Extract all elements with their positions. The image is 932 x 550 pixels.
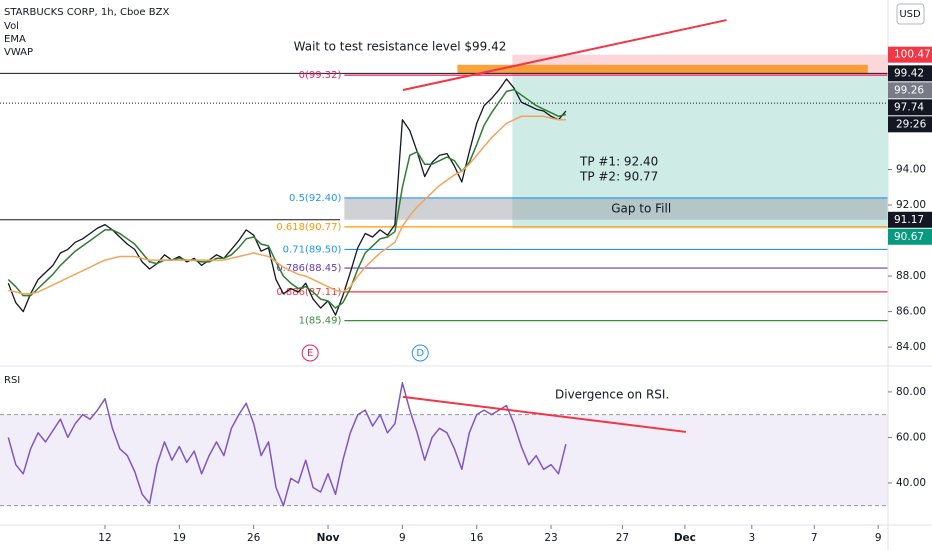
rsi-band	[0, 414, 888, 506]
series-line	[7, 78, 567, 316]
countdown-bg	[888, 116, 932, 133]
x-tick-label: 23	[544, 532, 557, 544]
price-label: 99.26	[894, 84, 924, 96]
event-marker	[411, 344, 429, 362]
y-tick-label: 94.00	[896, 164, 926, 176]
x-tick-label: Dec	[674, 532, 696, 544]
series-line	[7, 88, 567, 309]
price-label: 99.42	[894, 67, 924, 79]
legend-ema: EMA	[4, 34, 26, 45]
fib-label: 1(85.49)	[299, 316, 342, 327]
price-label: 91.17	[894, 214, 924, 226]
fib-label: 0.5(92.40)	[289, 193, 341, 204]
x-tick-label: 19	[173, 532, 186, 544]
resistance-zone	[457, 64, 868, 74]
fib-label: 0.618(90.77)	[276, 222, 341, 233]
price-label: 90.67	[894, 231, 924, 243]
series-line	[7, 382, 567, 507]
currency-box	[896, 3, 925, 25]
fib-label: 0(99.32)	[299, 70, 342, 81]
x-tick-label: 12	[98, 532, 111, 544]
series-line	[8, 115, 566, 295]
price-label-bg	[888, 65, 932, 82]
price-label: 97.74	[894, 101, 924, 113]
event-label: D	[416, 348, 424, 359]
countdown: 29:26	[896, 118, 927, 130]
price-label-bg	[888, 99, 932, 116]
y2-tick-label: 60.00	[896, 431, 926, 443]
y-tick-label: 86.00	[896, 306, 926, 318]
annotation: TP #2: 90.77	[579, 170, 658, 184]
x-tick-label: 26	[247, 532, 261, 544]
fib-label: 0.886(87.11)	[276, 287, 341, 298]
legend-vwap: VWAP	[4, 47, 33, 58]
event-label: E	[307, 348, 313, 359]
annotation: Wait to test resistance level $99.42	[294, 40, 507, 54]
trend-line	[402, 395, 687, 433]
price-label: 100.47	[894, 49, 931, 61]
x-tick-label: 16	[470, 532, 484, 544]
y-tick-label: 88.00	[896, 270, 926, 282]
y-tick-label: 92.00	[896, 199, 926, 211]
event-marker	[301, 344, 319, 362]
y2-tick-label: 80.00	[896, 386, 926, 398]
chart-title: STARBUCKS CORP, 1h, Cboe BZX	[4, 7, 169, 18]
price-label-bg	[888, 228, 932, 245]
x-tick-label: 9	[399, 532, 406, 544]
currency: USD	[899, 9, 921, 20]
y-tick-label: 84.00	[896, 341, 926, 353]
legend-vol: Vol	[4, 21, 19, 32]
x-tick-label: 27	[616, 532, 629, 544]
price-label-bg	[888, 82, 932, 99]
fib-label: 0.71(89.50)	[283, 244, 342, 255]
target-zone	[512, 76, 888, 229]
trend-line	[402, 19, 727, 91]
x-tick-label: 7	[811, 532, 818, 544]
x-tick-label: Nov	[317, 532, 340, 544]
price-label-bg	[888, 46, 932, 63]
x-tick-label: 9	[875, 532, 882, 544]
drawing-layer	[0, 54, 888, 507]
gap-box	[344, 197, 888, 220]
fib-label: 0.786(88.45)	[276, 263, 341, 274]
annotation: Divergence on RSI.	[555, 388, 669, 402]
x-tick-label: 3	[748, 532, 755, 544]
price-label-bg	[888, 211, 932, 228]
legend-rsi: RSI	[4, 375, 20, 386]
annotation: TP #1: 92.40	[579, 155, 658, 169]
y2-tick-label: 40.00	[896, 477, 926, 489]
gap-label: Gap to Fill	[611, 201, 671, 215]
